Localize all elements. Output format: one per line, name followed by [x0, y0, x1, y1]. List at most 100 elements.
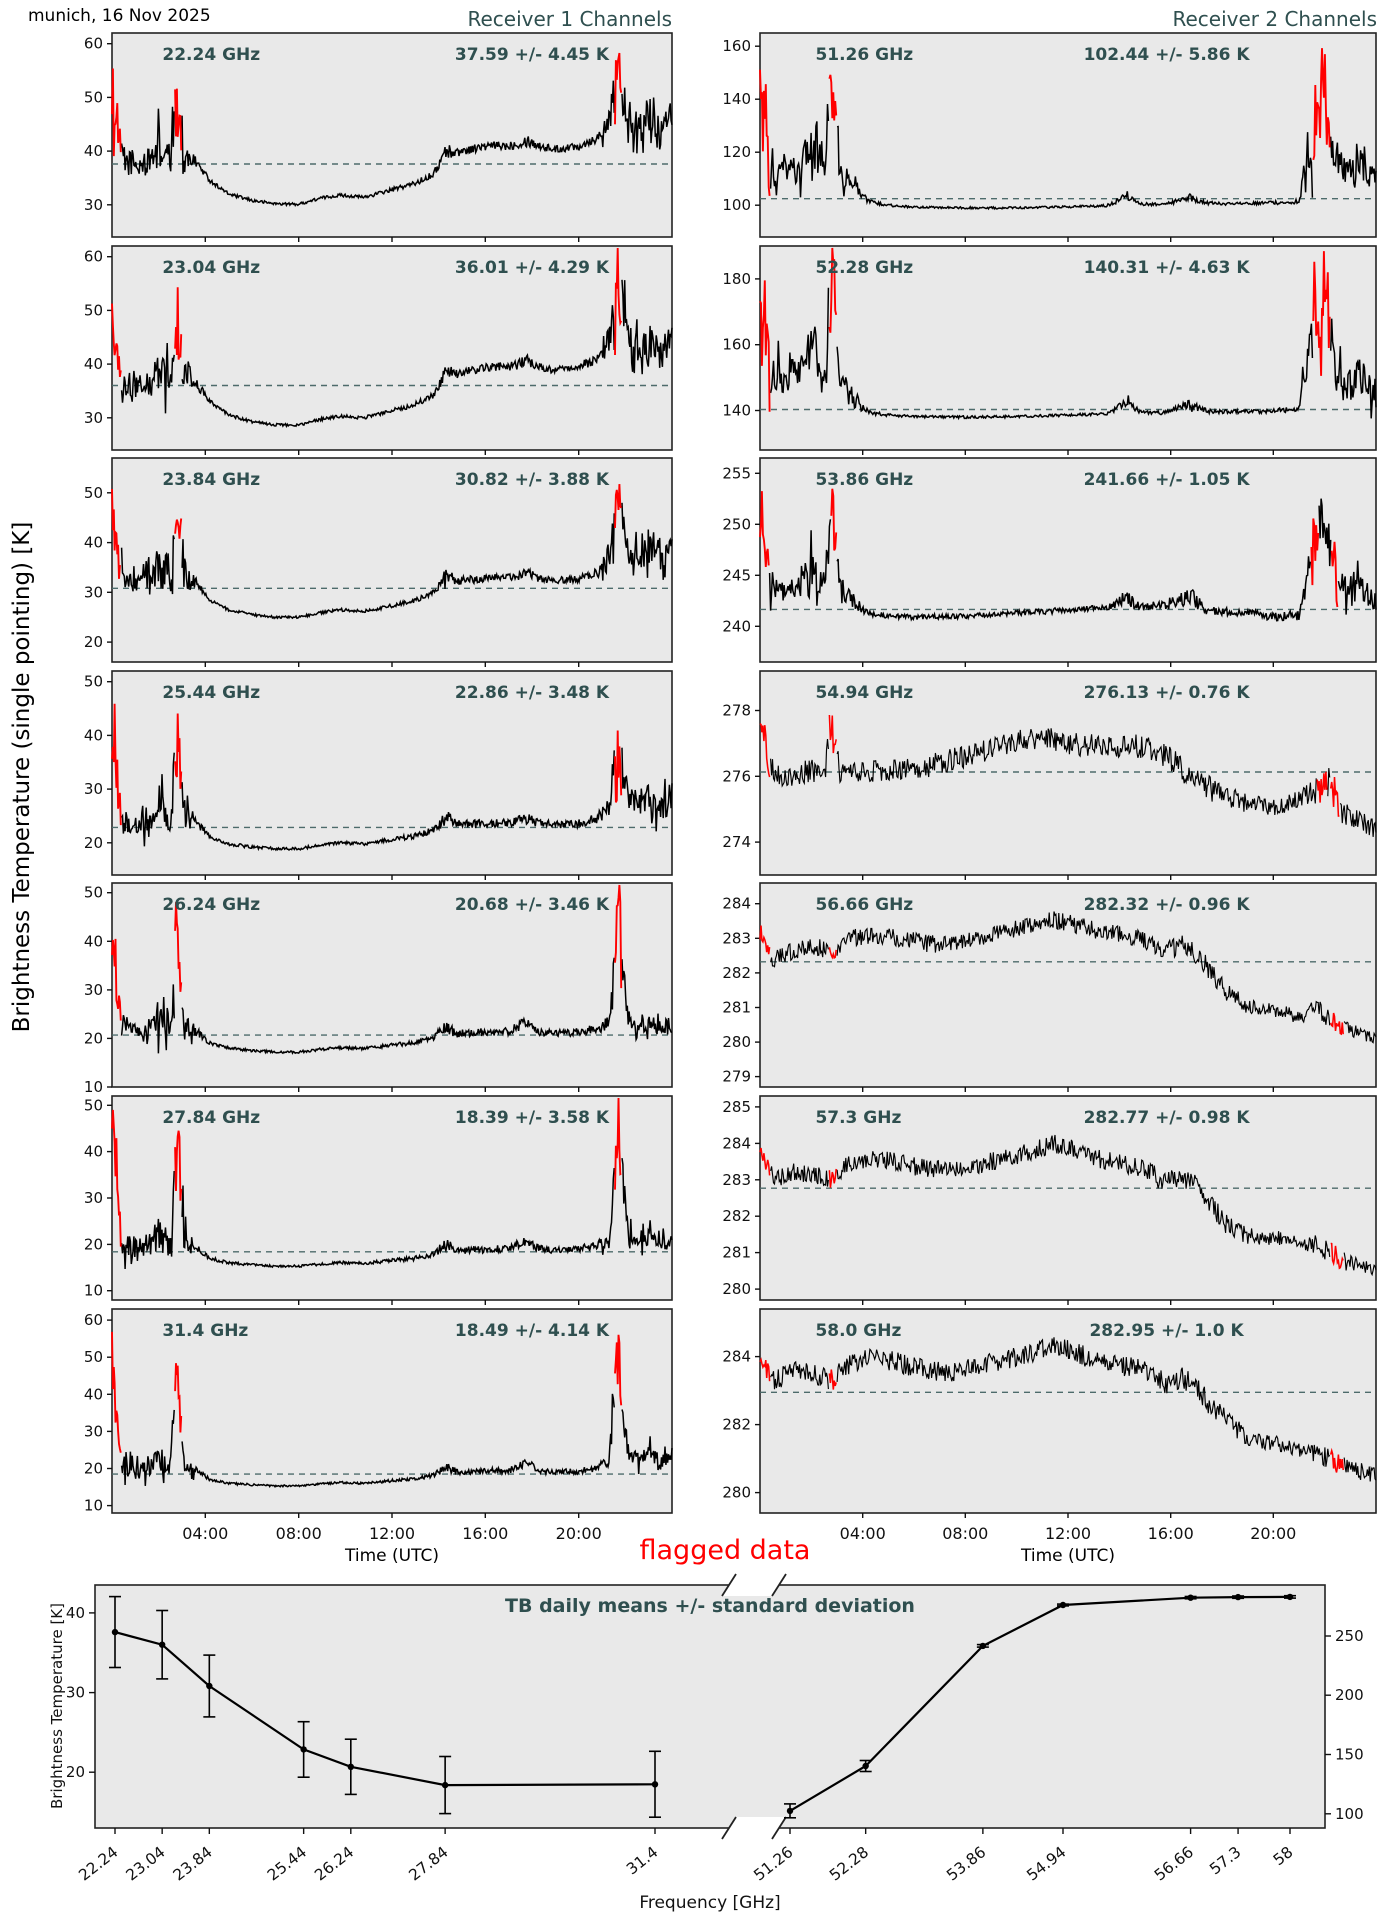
- flagged-series-path: [759, 1356, 1344, 1473]
- y-tick-label: 50: [84, 1096, 103, 1114]
- y-tick-label: 20: [84, 834, 103, 852]
- x-tick-label: 04:00: [840, 1524, 886, 1543]
- flagged-series-path: [759, 925, 1344, 1036]
- y-tick-label: 282: [722, 964, 751, 982]
- panel-56.66ghz: 279 280 281 282 283 284 56.66 GHz 282.32 +/- 0.…: [722, 882, 1377, 1093]
- series-path: [768, 498, 1377, 622]
- y-tick-label: 160: [722, 37, 751, 55]
- y-tick-label: 140: [722, 90, 751, 108]
- freq-tick-label: 54.94: [1023, 1843, 1069, 1885]
- summary-chart-svg: TB daily means +/- standard deviation 22.…: [48, 1573, 1364, 1913]
- y-tick-label: 30: [84, 780, 103, 798]
- freq-tick-label: 31.4: [623, 1843, 661, 1878]
- right-y-tick-label: 100: [1335, 1805, 1364, 1823]
- summary-point: [158, 1641, 166, 1648]
- time-axis-label-receiver2: Time (UTC): [1021, 1546, 1115, 1566]
- summary-point: [441, 1781, 449, 1789]
- panel-52.28ghz: 140 160 180 52.28 GHz 140.31 +/- 4.63 K: [722, 244, 1377, 455]
- stats-label: 102.44 +/- 5.86 K: [1084, 45, 1251, 65]
- panel-54.94ghz: 274 276 278 54.94 GHz 276.13 +/- 0.76 K: [722, 669, 1377, 880]
- flagged-series-path: [759, 488, 1339, 608]
- y-tick-label: 281: [722, 1244, 751, 1262]
- y-tick-label: 250: [722, 515, 751, 533]
- x-tick-label: 08:00: [942, 1524, 988, 1543]
- summary-ylabel: Brightness Temperature [K]: [48, 1603, 66, 1809]
- freq-label: 51.26 GHz: [815, 45, 913, 65]
- y-tick-label: 283: [722, 930, 751, 948]
- series-path: [120, 502, 673, 620]
- flagged-series-path: [111, 703, 623, 825]
- plot-area: [759, 457, 1377, 663]
- y-tick-label: 284: [722, 1134, 751, 1152]
- freq-label: 58.0 GHz: [815, 1321, 901, 1341]
- figure-ylabel: Brightness Temperature (single pointing)…: [9, 521, 35, 1033]
- freq-tick-label: 52.28: [826, 1843, 872, 1885]
- freq-label: 25.44 GHz: [162, 683, 260, 703]
- axis-break-gap: [722, 1574, 786, 1596]
- y-tick-label: 40: [84, 534, 103, 552]
- freq-tick-label: 58: [1270, 1843, 1297, 1869]
- y-tick-label: 20: [84, 633, 103, 651]
- plot-area: [759, 1095, 1377, 1301]
- summary-point: [862, 1762, 869, 1770]
- panel-25.44ghz: 20 30 40 50 25.44 GHz 22.86 +/- 3.48 K: [84, 669, 673, 880]
- freq-tick-label: 57.3: [1206, 1843, 1244, 1878]
- series-path: [770, 728, 1377, 837]
- summary-point: [651, 1781, 659, 1788]
- y-tick-label: 50: [84, 88, 103, 106]
- freq-tick-label: 26.24: [311, 1843, 357, 1885]
- summary-point: [1286, 1593, 1294, 1601]
- freq-tick-label: 27.84: [406, 1843, 452, 1885]
- panel-53.86ghz: 240 245 250 255 53.86 GHz 241.66 +/- 1.05 K: [722, 457, 1377, 668]
- receiver1-title: Receiver 1 Channels: [467, 7, 673, 31]
- flagged-series-path: [759, 1147, 1344, 1270]
- y-tick-label: 281: [722, 999, 751, 1017]
- panel-27.84ghz: 10 20 30 40 50 27.84 GHz 18.39 +/- 3.58 K: [84, 1095, 673, 1305]
- x-tick-label: 20:00: [1250, 1524, 1296, 1543]
- summary-point: [979, 1642, 987, 1650]
- receiver2-title: Receiver 2 Channels: [1172, 7, 1378, 31]
- x-tick-label: 16:00: [1148, 1524, 1194, 1543]
- y-tick-label: 30: [84, 981, 103, 999]
- x-tick-label: 12:00: [369, 1524, 415, 1543]
- y-tick-label: 255: [722, 464, 751, 482]
- summary-point: [347, 1763, 355, 1770]
- freq-tick-label: 23.84: [170, 1843, 216, 1885]
- summary-point: [111, 1628, 119, 1636]
- series-path: [769, 287, 1377, 420]
- summary-title: TB daily means +/- standard deviation: [505, 1595, 915, 1617]
- stats-label: 282.95 +/- 1.0 K: [1089, 1321, 1244, 1341]
- summary-point: [300, 1746, 307, 1753]
- freq-label: 27.84 GHz: [162, 1108, 260, 1128]
- series-path: [769, 103, 1377, 211]
- freq-label: 31.4 GHz: [162, 1321, 248, 1341]
- y-tick-label: 30: [84, 1422, 103, 1440]
- stats-label: 30.82 +/- 3.88 K: [455, 470, 610, 490]
- y-tick-label: 50: [84, 1348, 103, 1366]
- summary-chart: TB daily means +/- standard deviation 22.…: [0, 1570, 1384, 1927]
- summary-point: [1234, 1593, 1242, 1601]
- y-tick-label: 10: [84, 1496, 103, 1514]
- freq-label: 23.04 GHz: [162, 258, 260, 278]
- plot-area: [111, 882, 673, 1089]
- panel-22.24ghz: 30 40 50 60 22.24 GHz 37.59 +/- 4.45 K: [84, 32, 673, 242]
- y-tick-label: 10: [84, 1078, 103, 1096]
- summary-point: [786, 1807, 794, 1815]
- panel-23.84ghz: 20 30 40 50 23.84 GHz 30.82 +/- 3.88 K: [84, 457, 673, 668]
- y-tick-label: 282: [722, 1415, 751, 1433]
- freq-label: 23.84 GHz: [162, 470, 260, 490]
- summary-plot-area: [94, 1584, 1326, 1829]
- panel-26.24ghz: 10 20 30 40 50 26.24 GHz 20.68 +/- 3.46 K: [84, 882, 673, 1096]
- left-y-tick-label: 20: [66, 1763, 85, 1781]
- y-tick-label: 40: [84, 1143, 103, 1161]
- freq-label: 26.24 GHz: [162, 895, 260, 915]
- series-path: [120, 1157, 673, 1270]
- y-tick-label: 40: [84, 142, 103, 160]
- y-tick-label: 120: [722, 143, 751, 161]
- freq-label: 54.94 GHz: [815, 683, 913, 703]
- summary-point: [1187, 1594, 1194, 1601]
- stats-label: 241.66 +/- 1.05 K: [1084, 470, 1251, 490]
- x-tick-label: 04:00: [182, 1524, 228, 1543]
- right-y-tick-label: 150: [1335, 1746, 1364, 1764]
